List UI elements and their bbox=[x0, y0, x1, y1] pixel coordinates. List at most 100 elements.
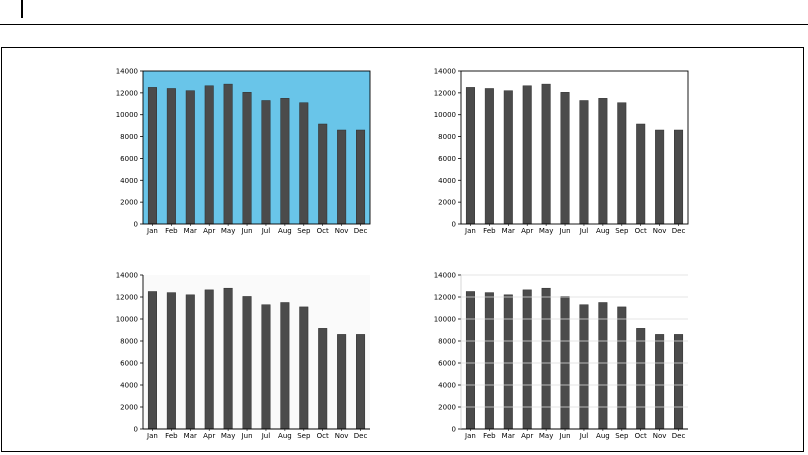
bar-sep bbox=[617, 306, 627, 430]
x-tick-label: Nov bbox=[335, 432, 349, 440]
bar-dec bbox=[674, 334, 684, 430]
bar-may bbox=[223, 287, 233, 430]
plot-frame bbox=[142, 70, 371, 225]
y-tick-label: 8000 bbox=[120, 338, 138, 346]
x-tick-label: Feb bbox=[483, 227, 496, 235]
plot-background bbox=[143, 71, 370, 224]
bar-feb bbox=[484, 292, 494, 430]
bar-aug bbox=[280, 98, 290, 225]
bar-sep bbox=[617, 102, 627, 225]
x-tick-label: Jan bbox=[464, 227, 476, 235]
x-tick-label: Aug bbox=[278, 432, 292, 440]
bar-jan bbox=[465, 291, 475, 430]
x-tick-label: Jun bbox=[559, 432, 571, 440]
y-tick-label: 14000 bbox=[434, 272, 456, 280]
chart-2: 0 2000 4000 6000 8000 10000 12000 14000 Jan Feb Ma… bbox=[434, 68, 689, 235]
x-tick-label: Sep bbox=[297, 227, 311, 235]
y-tick-label: 4000 bbox=[120, 177, 138, 185]
y-tick-label: 8000 bbox=[120, 133, 138, 141]
y-tick-label: 0 bbox=[134, 221, 138, 229]
y-tick-label: 12000 bbox=[434, 294, 456, 302]
bar-apr bbox=[204, 85, 214, 225]
y-tick-label: 10000 bbox=[434, 316, 456, 324]
x-tick-label: Jul bbox=[579, 432, 589, 440]
chart-3: 0 2000 4000 6000 8000 10000 12000 14000 Jan Feb Ma… bbox=[116, 272, 370, 440]
y-tick-label: 10000 bbox=[434, 111, 456, 119]
bar-jan bbox=[147, 291, 157, 430]
y-tick-label: 2000 bbox=[120, 199, 138, 207]
y-tick-label: 12000 bbox=[116, 294, 138, 302]
bar-mar bbox=[185, 90, 195, 225]
x-tick-label: Dec bbox=[672, 227, 686, 235]
x-tick-label: Sep bbox=[615, 227, 629, 235]
x-tick-label: Apr bbox=[203, 432, 215, 440]
x-tick-label: Mar bbox=[502, 432, 515, 440]
x-tick-label: Nov bbox=[653, 432, 667, 440]
x-tick-label: Dec bbox=[354, 432, 368, 440]
bar-jan bbox=[465, 87, 475, 225]
x-tick-label: Oct bbox=[635, 432, 647, 440]
x-tick-label: Apr bbox=[521, 227, 533, 235]
x-tick-label: Mar bbox=[502, 227, 515, 235]
x-tick-label: Jan bbox=[146, 227, 158, 235]
x-tick-label: May bbox=[221, 227, 235, 235]
bar-sep bbox=[299, 102, 309, 225]
bar-jan bbox=[147, 87, 157, 225]
x-tick-label: May bbox=[221, 432, 235, 440]
y-tick-label: 0 bbox=[134, 426, 138, 434]
bar-oct bbox=[636, 123, 646, 225]
bar-oct bbox=[318, 328, 328, 430]
bar-feb bbox=[484, 88, 494, 225]
plot-background bbox=[461, 275, 688, 429]
x-tick-label: Dec bbox=[354, 227, 368, 235]
bar-nov bbox=[337, 129, 347, 225]
chart-4: 0 2000 4000 6000 8000 10000 12000 14000 Jan Feb Ma… bbox=[434, 272, 688, 440]
y-tick-label: 6000 bbox=[438, 360, 456, 368]
y-tick-label: 10000 bbox=[116, 316, 138, 324]
y-tick-label: 6000 bbox=[438, 155, 456, 163]
bar-oct bbox=[636, 328, 646, 430]
x-tick-label: Mar bbox=[184, 227, 197, 235]
y-tick-label: 0 bbox=[452, 426, 456, 434]
bar-nov bbox=[337, 334, 347, 430]
y-tick-label: 4000 bbox=[438, 177, 456, 185]
x-tick-label: Aug bbox=[596, 432, 610, 440]
x-tick-label: Nov bbox=[653, 227, 667, 235]
bar-jul bbox=[261, 100, 271, 225]
y-tick-label: 8000 bbox=[438, 133, 456, 141]
plot-background bbox=[143, 275, 370, 429]
x-tick-label: Aug bbox=[596, 227, 610, 235]
bar-aug bbox=[598, 98, 608, 225]
header-marker bbox=[21, 0, 23, 18]
bar-apr bbox=[522, 289, 532, 430]
x-tick-label: Jul bbox=[261, 432, 271, 440]
header-rule bbox=[0, 24, 808, 25]
bar-jun bbox=[242, 92, 252, 225]
x-tick-label: Feb bbox=[165, 432, 178, 440]
y-tick-label: 4000 bbox=[120, 382, 138, 390]
bar-may bbox=[541, 83, 551, 225]
plot-background bbox=[461, 71, 688, 224]
bar-jun bbox=[242, 296, 252, 430]
y-tick-label: 6000 bbox=[120, 360, 138, 368]
bar-aug bbox=[598, 302, 608, 430]
x-tick-label: May bbox=[539, 227, 553, 235]
bar-nov bbox=[655, 129, 665, 225]
y-tick-label: 14000 bbox=[116, 272, 138, 280]
bar-dec bbox=[674, 129, 684, 225]
x-tick-label: Jan bbox=[464, 432, 476, 440]
bar-may bbox=[223, 83, 233, 225]
x-tick-label: Dec bbox=[672, 432, 686, 440]
bar-jul bbox=[261, 304, 271, 430]
y-tick-label: 8000 bbox=[438, 338, 456, 346]
x-tick-label: Jun bbox=[241, 432, 253, 440]
y-tick-label: 2000 bbox=[438, 404, 456, 412]
x-tick-label: Oct bbox=[635, 227, 647, 235]
y-tick-label: 2000 bbox=[438, 199, 456, 207]
bar-feb bbox=[166, 88, 176, 225]
bar-nov bbox=[655, 334, 665, 430]
x-tick-label: Mar bbox=[184, 432, 197, 440]
bar-mar bbox=[185, 294, 195, 430]
x-tick-label: Jan bbox=[146, 432, 158, 440]
